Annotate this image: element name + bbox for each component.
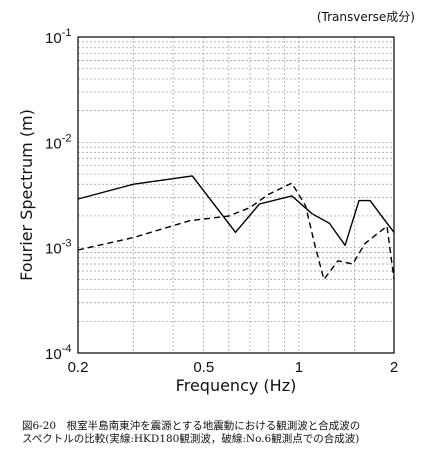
caption-line-1: 図6-20 根室半島南東沖を震源とする地震動における観測波と合成波の: [22, 420, 361, 432]
y-axis-title: Fourier Spectrum (m): [17, 109, 36, 281]
plot-frame: [77, 36, 395, 354]
y-tick-label: 10-1: [45, 27, 71, 47]
series-line-solid: [77, 175, 395, 247]
caption-line-2: スペクトルの比較(実線:HKD180観測波，破線:No.6観測点での合成波): [22, 433, 360, 445]
y-tick-label: 10-2: [45, 132, 71, 152]
series-line-dashed: [77, 182, 395, 281]
x-tick-label: 1: [295, 359, 303, 376]
y-tick-label: 10-3: [45, 238, 71, 258]
x-tick-label: 0.5: [193, 359, 214, 376]
component-label: (Transverse成分): [316, 10, 415, 24]
x-tick-label: 0.2: [68, 359, 89, 376]
tick-labels: 0.2 0.5 1 2 10-1 10-2 10-3 10-4: [45, 27, 398, 376]
x-axis-title: Frequency (Hz): [176, 376, 297, 395]
series-layer: [77, 175, 395, 281]
fourier-spectrum-chart: 0.2 0.5 1 210-110-210-310-4 Frequency (Hz) …: [17, 27, 398, 395]
x-tick-label: 2: [390, 359, 398, 376]
figure-caption: 図6-20 根室半島南東沖を震源とする地震動における観測波と合成波の スペクトル…: [22, 420, 422, 446]
y-tick-label: 10-4: [45, 343, 71, 363]
grid-lines: [78, 37, 394, 353]
